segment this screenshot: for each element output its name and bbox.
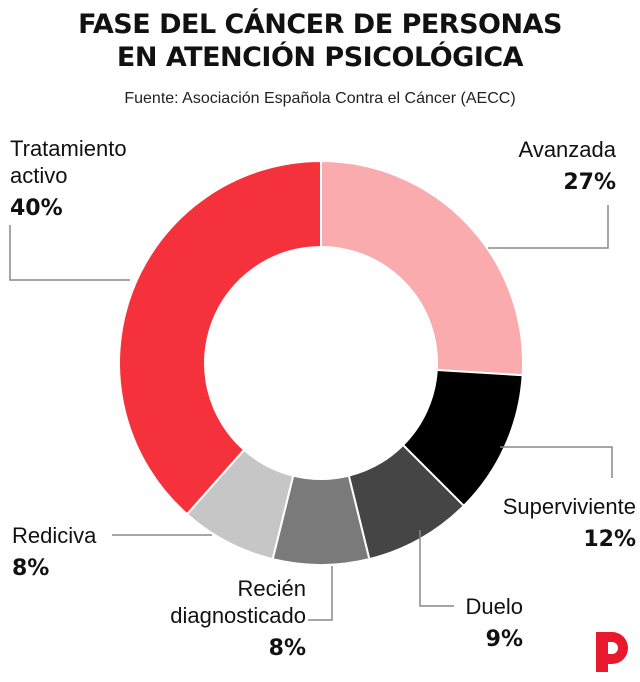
slice-value-rediciva: 8% — [12, 556, 49, 581]
title-line-2: EN ATENCIÓN PSICOLÓGICA — [116, 42, 524, 73]
brand-logo-icon — [596, 632, 628, 672]
leader-line-duelo — [419, 530, 454, 607]
slice-avanzada — [320, 159, 524, 377]
leader-line-avanzada — [488, 205, 609, 249]
slice-label-recien-diagnosticado: Recién — [238, 576, 306, 601]
slice-value-recien-diagnosticado: 8% — [269, 636, 306, 661]
slice-value-duelo: 9% — [486, 627, 523, 652]
chart-source: Fuente: Asociación Española Contra el Cá… — [124, 90, 516, 107]
slice-value-superviviente: 12% — [583, 527, 636, 552]
slice-label-rediciva: Rediciva — [12, 523, 97, 548]
slice-value-tratamiento-activo: 40% — [10, 196, 63, 221]
leader-line-tratamiento-activo — [9, 225, 130, 281]
leader-line-superviviente — [500, 446, 613, 478]
slice-label-duelo: Duelo — [466, 594, 523, 619]
leader-line-recien-diagnosticado — [308, 566, 333, 621]
slice-label-tratamiento-activo: Tratamiento — [10, 136, 127, 161]
slice-tratamiento-activo — [118, 159, 322, 516]
slice-label-recien-diagnosticado: diagnosticado — [170, 603, 306, 628]
slice-label-superviviente: Superviviente — [503, 494, 636, 519]
slice-label-avanzada: Avanzada — [519, 137, 617, 162]
chart-title: FASE DEL CÁNCER DE PERSONAS EN ATENCIÓN … — [0, 8, 640, 74]
slice-value-avanzada: 27% — [563, 170, 616, 195]
title-line-1: FASE DEL CÁNCER DE PERSONAS — [78, 9, 562, 40]
slice-label-tratamiento-activo: activo — [10, 163, 67, 188]
